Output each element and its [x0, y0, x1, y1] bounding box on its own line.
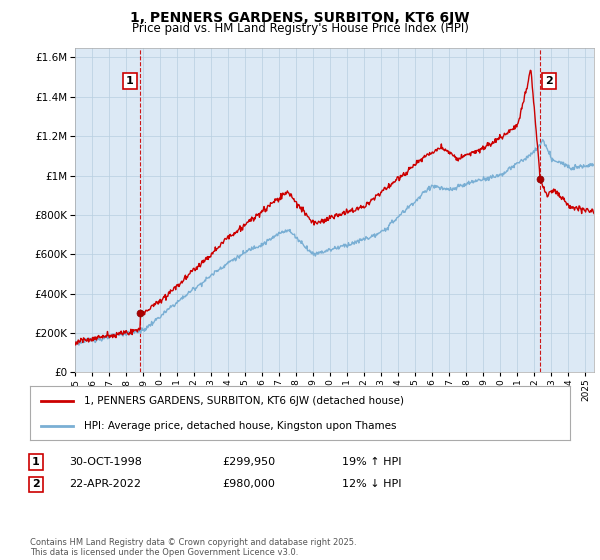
Text: 1: 1	[126, 76, 134, 86]
Text: 12% ↓ HPI: 12% ↓ HPI	[342, 479, 401, 489]
Text: 19% ↑ HPI: 19% ↑ HPI	[342, 457, 401, 467]
Text: Price paid vs. HM Land Registry's House Price Index (HPI): Price paid vs. HM Land Registry's House …	[131, 22, 469, 35]
Text: Contains HM Land Registry data © Crown copyright and database right 2025.
This d: Contains HM Land Registry data © Crown c…	[30, 538, 356, 557]
Text: 30-OCT-1998: 30-OCT-1998	[69, 457, 142, 467]
Text: 2: 2	[32, 479, 40, 489]
Text: 22-APR-2022: 22-APR-2022	[69, 479, 141, 489]
Text: 1: 1	[32, 457, 40, 467]
Text: £299,950: £299,950	[222, 457, 275, 467]
Text: £980,000: £980,000	[222, 479, 275, 489]
Text: HPI: Average price, detached house, Kingston upon Thames: HPI: Average price, detached house, King…	[84, 421, 397, 431]
Text: 1, PENNERS GARDENS, SURBITON, KT6 6JW (detached house): 1, PENNERS GARDENS, SURBITON, KT6 6JW (d…	[84, 396, 404, 407]
Text: 2: 2	[545, 76, 553, 86]
Text: 1, PENNERS GARDENS, SURBITON, KT6 6JW: 1, PENNERS GARDENS, SURBITON, KT6 6JW	[130, 11, 470, 25]
